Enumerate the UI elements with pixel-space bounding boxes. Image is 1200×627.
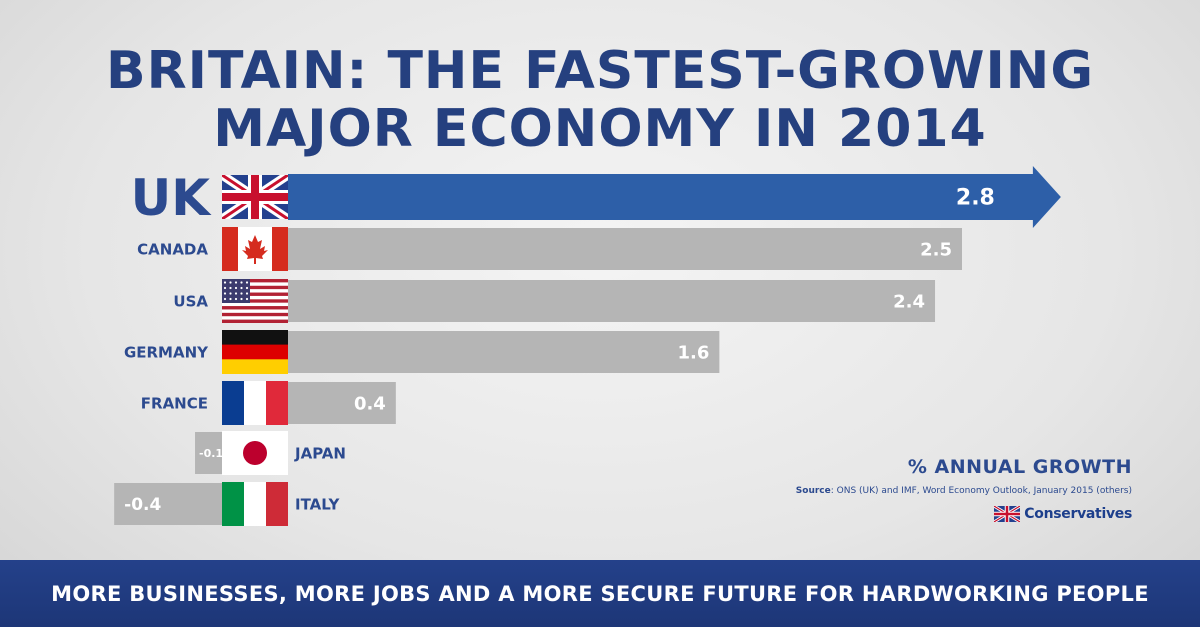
category-label-germany: GERMANY (124, 343, 209, 361)
page-title: BRITAIN: THE FASTEST-GROWING MAJOR ECONO… (0, 42, 1200, 158)
source-text: : ONS (UK) and IMF, Word Economy Outlook… (830, 486, 1132, 496)
value-label-usa: 2.4 (893, 291, 925, 312)
italy-flag-icon (222, 482, 288, 526)
bar-uk (288, 166, 1061, 228)
chart-legend: % ANNUAL GROWTH Source: ONS (UK) and IMF… (796, 456, 1132, 526)
value-label-germany: 1.6 (677, 342, 709, 363)
category-label-italy: ITALY (295, 495, 340, 513)
source-note: Source: ONS (UK) and IMF, Word Economy O… (796, 486, 1132, 496)
value-label-japan: -0.1 (199, 447, 223, 460)
category-label-uk: UK (131, 169, 213, 227)
uk-flag-icon (222, 175, 288, 219)
value-label-france: 0.4 (354, 393, 386, 414)
conservatives-logo: Conservatives (994, 506, 1132, 522)
category-label-france: FRANCE (141, 394, 208, 412)
category-label-canada: CANADA (137, 240, 208, 258)
value-label-canada: 2.5 (920, 239, 952, 260)
category-label-usa: USA (173, 292, 208, 310)
tree-icon (994, 506, 1021, 522)
canada-flag-icon (222, 227, 288, 271)
value-label-uk: 2.8 (956, 186, 995, 211)
logo-text: Conservatives (1024, 506, 1132, 522)
germany-flag-icon (222, 330, 288, 374)
japan-flag-icon (222, 431, 288, 475)
footer-banner: MORE BUSINESSES, MORE JOBS AND A MORE SE… (0, 560, 1200, 627)
category-label-japan: JAPAN (294, 444, 346, 462)
footer-slogan: MORE BUSINESSES, MORE JOBS AND A MORE SE… (51, 581, 1149, 606)
bar-canada (222, 228, 962, 270)
usa-flag-icon (222, 279, 288, 323)
bar-usa (222, 280, 936, 322)
legend-title: % ANNUAL GROWTH (907, 456, 1132, 478)
title-line-2: MAJOR ECONOMY IN 2014 (213, 99, 987, 159)
value-label-italy: -0.4 (124, 495, 161, 515)
france-flag-icon (222, 381, 288, 425)
title-line-1: BRITAIN: THE FASTEST-GROWING (105, 41, 1095, 101)
bar-germany (222, 331, 720, 373)
source-label: Source (795, 486, 831, 496)
growth-bar-chart: 2.8 UK 2.5 CANADA 2.4 USA 1.6 GERMANY 0.4 FRANCE -… (114, 166, 1061, 526)
